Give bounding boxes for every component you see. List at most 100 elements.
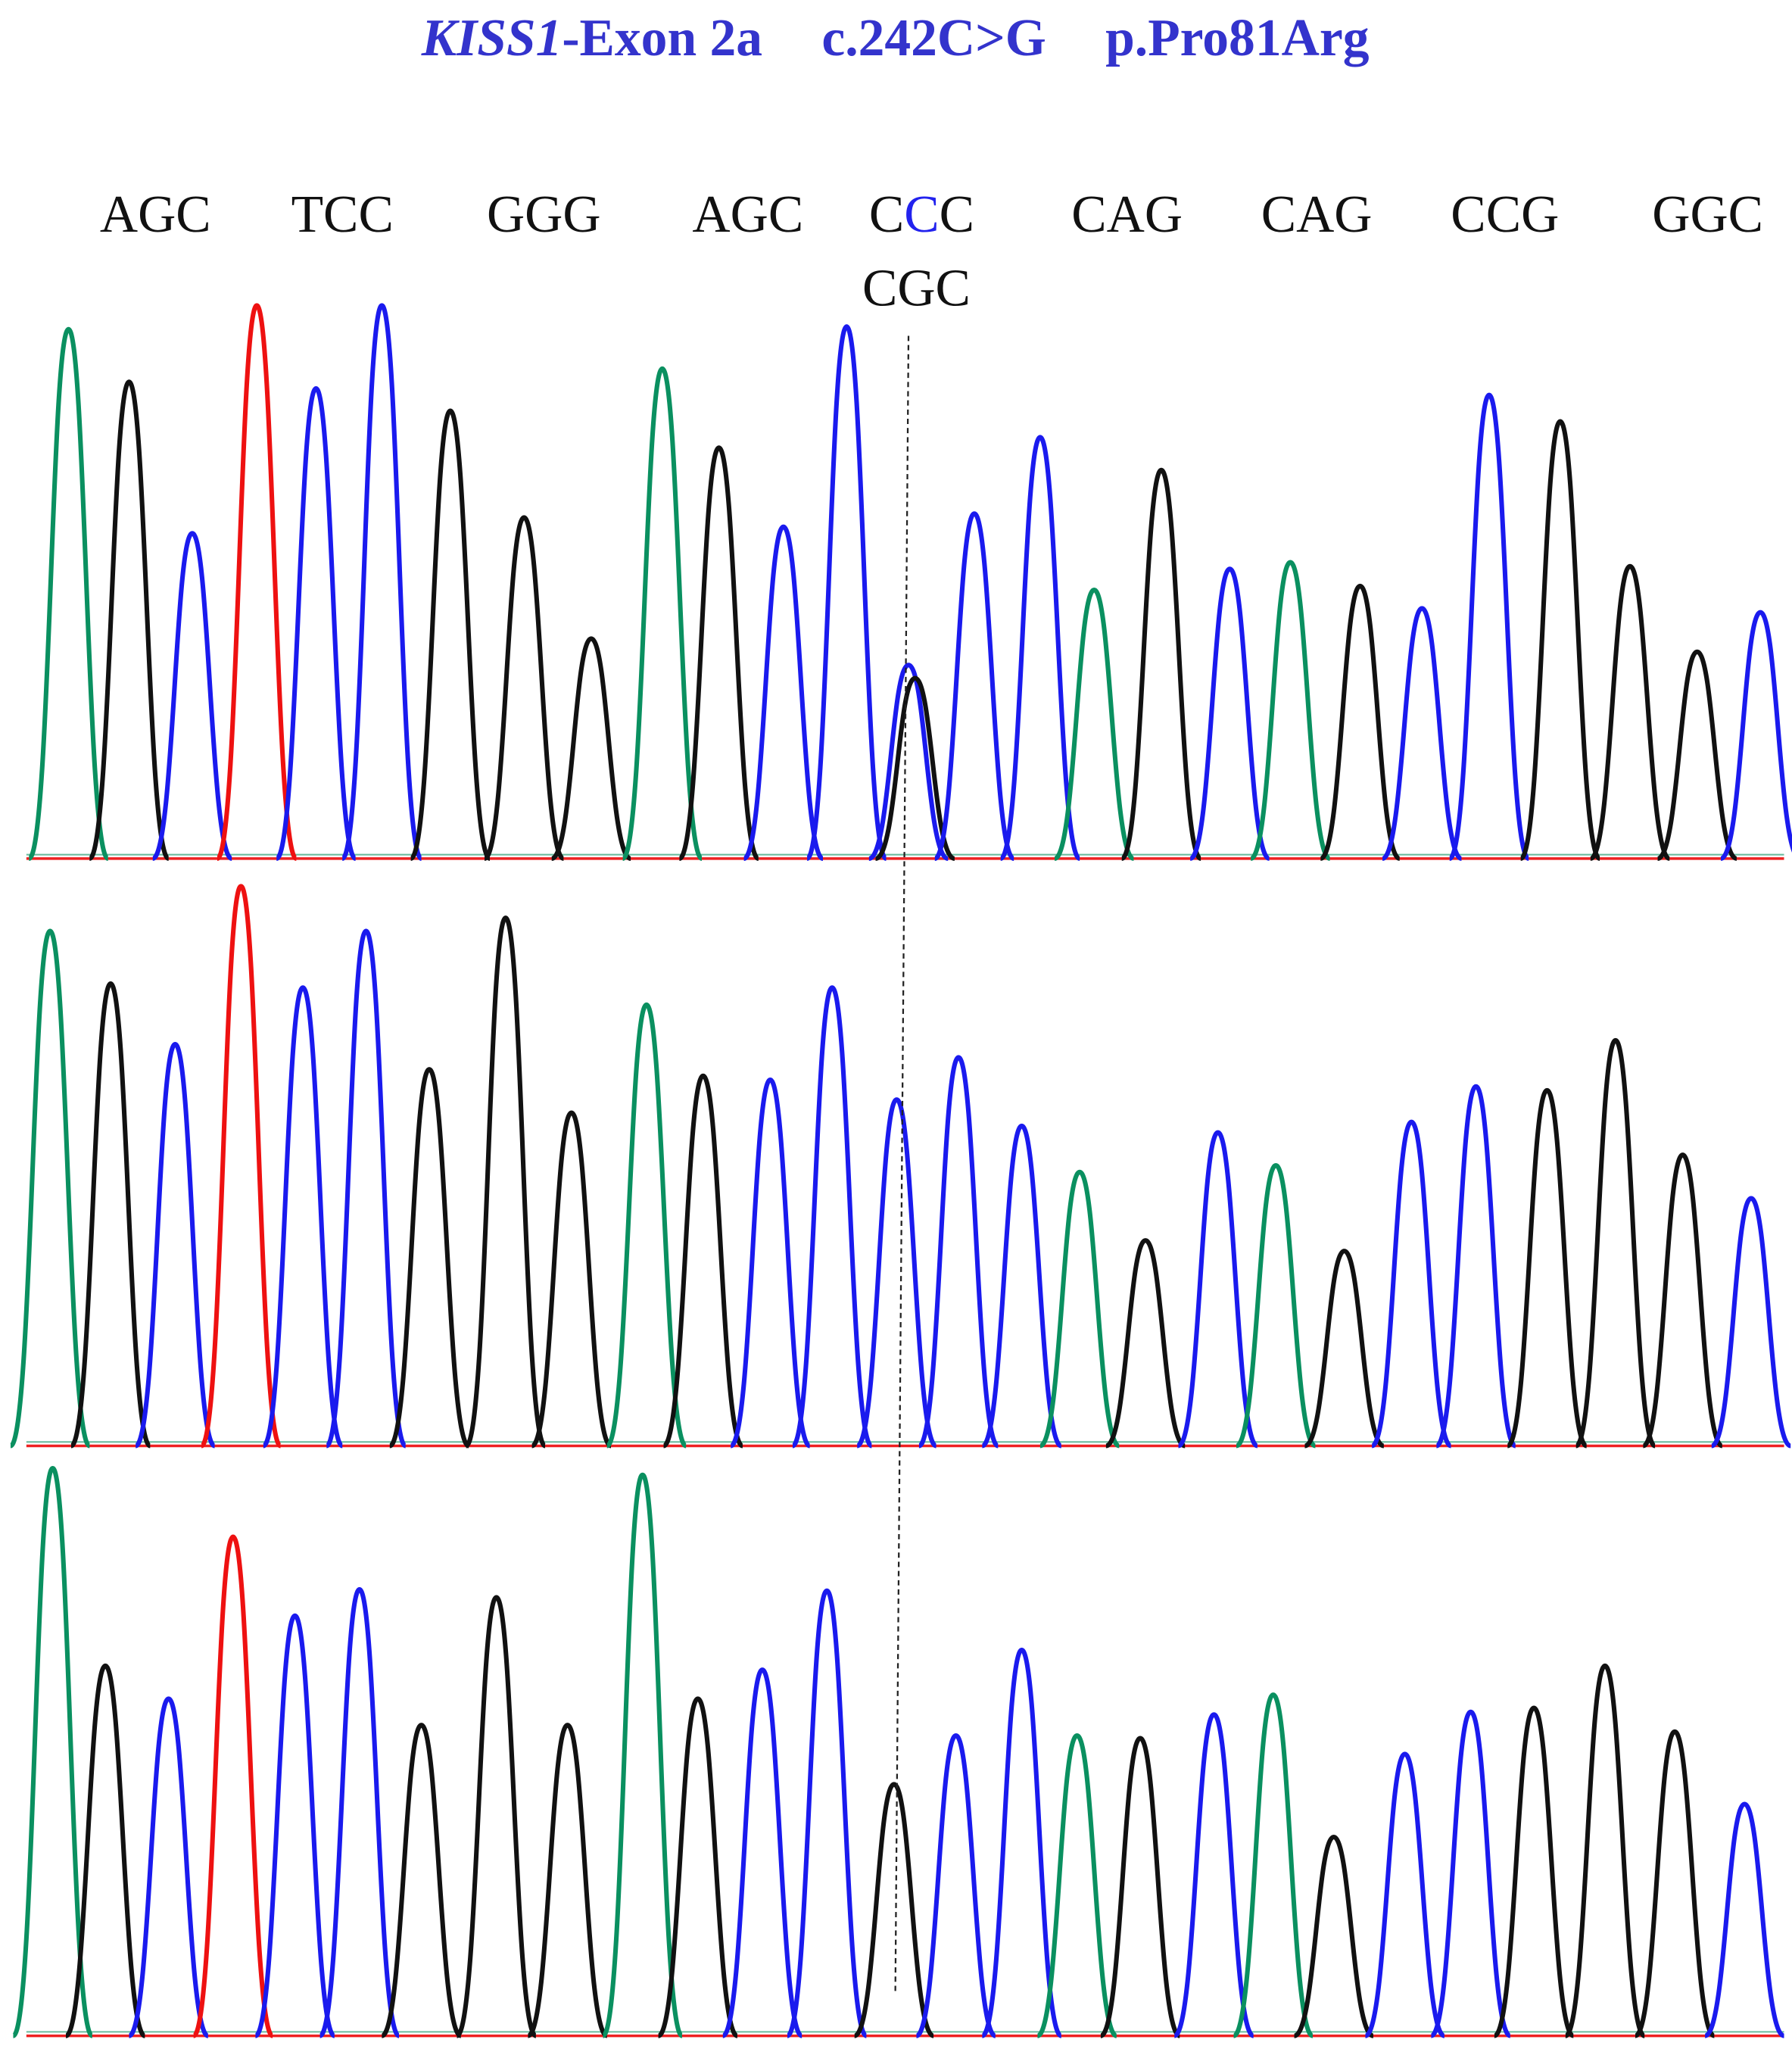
trace-peak	[317, 1587, 401, 2038]
trace-peak	[1435, 1084, 1517, 1449]
trace-peak	[1105, 1238, 1186, 1449]
trace-panel	[26, 303, 1792, 861]
trace-peak	[1304, 1249, 1385, 1449]
trace-peak	[1039, 1169, 1120, 1449]
trace-peak	[550, 636, 632, 861]
trace-peak	[980, 1648, 1064, 2038]
trace-peak	[604, 1002, 689, 1449]
trace-peak	[463, 915, 547, 1449]
trace-peak	[1634, 1729, 1716, 2038]
cdna-change: c.242C>G	[821, 9, 1046, 67]
trace-peak	[127, 1696, 210, 2038]
trace-peak	[1370, 1119, 1453, 1449]
trace-peak	[662, 1073, 744, 1449]
codon-label: GGG	[487, 186, 601, 244]
trace-peak	[151, 531, 233, 861]
codon-row: AGC TCC GGG AGC CCC CAG CAG CCG GGC	[100, 186, 1763, 244]
trace-peak	[1099, 1736, 1181, 2038]
trace-peak	[1589, 563, 1671, 861]
trace-peak	[1249, 560, 1332, 861]
trace-peak	[998, 435, 1083, 861]
trace-peak	[1173, 1712, 1255, 2038]
trace-peak	[729, 1077, 812, 1449]
trace-peak	[933, 511, 1015, 861]
trace-peak	[1176, 1130, 1259, 1449]
codon-label: CAG	[1071, 186, 1183, 244]
trace-peak	[380, 1723, 463, 2038]
trace-peak	[1053, 588, 1135, 861]
trace-peak	[324, 928, 408, 1449]
trace-peak	[408, 408, 492, 861]
trace-peak	[11, 1466, 95, 2038]
trace-peak	[1447, 392, 1532, 861]
codon-base: C	[869, 186, 904, 244]
trace-peak	[1518, 419, 1602, 861]
trace-panel	[8, 884, 1792, 1449]
trace-peak	[1429, 1709, 1512, 2038]
trace-peak	[69, 981, 153, 1449]
trace-peak	[64, 1663, 147, 2038]
trace-peak	[191, 1534, 276, 2038]
trace-peak	[1232, 1692, 1314, 2038]
trace-peak	[1506, 1087, 1588, 1449]
figure-title: KISS1-Exon 2a c.242C>G p.Pro81Arg	[421, 9, 1370, 67]
trace-peak	[1036, 1733, 1118, 2038]
trace-peak	[1573, 1037, 1658, 1449]
trace-peak	[483, 515, 566, 861]
trace-peak	[1710, 1196, 1792, 1449]
trace-panel	[11, 1466, 1785, 2038]
codon-label: CCG	[1451, 186, 1559, 244]
codon-label: AGC	[100, 186, 211, 244]
trace-peak	[1656, 649, 1738, 861]
trace-peak	[980, 1123, 1063, 1449]
trace-peak	[1381, 606, 1463, 861]
trace-peak	[742, 524, 824, 861]
codon-label: CCC	[869, 186, 974, 244]
trace-peak	[721, 1667, 803, 2038]
variant-codon: CGC	[862, 259, 971, 317]
trace-peak	[253, 1613, 337, 2038]
protein-change: p.Pro81Arg	[1105, 9, 1370, 67]
trace-peak	[874, 675, 956, 861]
trace-peak	[1703, 1801, 1785, 2038]
trace-peak	[526, 1723, 609, 2038]
trace-peak	[1293, 1834, 1375, 2038]
trace-peak	[1493, 1705, 1575, 2038]
trace-peak	[388, 1067, 470, 1449]
trace-peak	[1189, 566, 1271, 861]
trace-peak	[133, 1042, 217, 1449]
trace-peak	[600, 1472, 684, 2038]
trace-peak	[530, 1110, 612, 1449]
trace-peak	[677, 445, 761, 861]
trace-peak	[1363, 1751, 1446, 2038]
trace-peak	[853, 1782, 935, 2038]
trace-peak	[868, 663, 949, 861]
codon-base: C	[940, 186, 974, 244]
trace-peak	[199, 884, 283, 1449]
trace-peak	[215, 303, 299, 861]
trace-peak	[1319, 583, 1401, 861]
gene-name: KISS1	[421, 9, 563, 67]
trace-peak	[1564, 1663, 1646, 2038]
trace-peak	[340, 303, 424, 861]
trace-peak	[1119, 467, 1204, 861]
trace-peak	[915, 1733, 997, 2038]
codon-label: CAG	[1261, 186, 1373, 244]
trace-peak	[790, 985, 874, 1449]
trace-peak	[454, 1595, 538, 2038]
trace-peak	[916, 1055, 1001, 1449]
trace-peak	[656, 1696, 739, 2038]
trace-peak	[260, 985, 345, 1449]
trace-peak	[87, 379, 171, 861]
codon-label: GGC	[1652, 186, 1763, 244]
codon-base: C	[904, 186, 939, 244]
trace-peak	[26, 326, 111, 861]
trace-peak	[1719, 610, 1792, 861]
trace-peak	[274, 385, 358, 861]
trace-peak	[8, 928, 92, 1449]
trace-peak	[1235, 1163, 1317, 1449]
exon-name: -Exon 2a	[562, 9, 762, 67]
trace-peak	[785, 1588, 869, 2038]
